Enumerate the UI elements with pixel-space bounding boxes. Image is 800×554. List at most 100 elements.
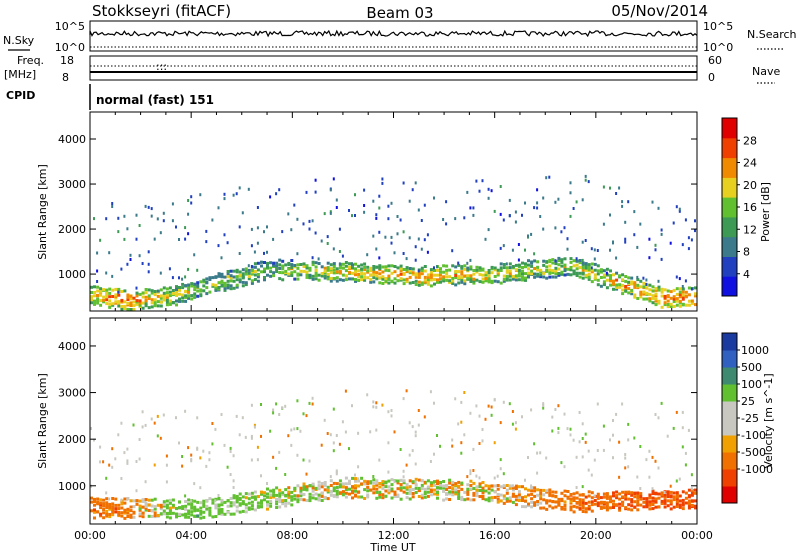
echo-cell [144,291,148,295]
echo-cell [308,496,312,499]
echo-cell [533,275,537,279]
echo-cell [317,496,321,500]
echo-cell [99,501,103,505]
echo-cell [493,266,497,270]
echo-cell [690,238,693,242]
echo-cell [399,488,403,492]
echo-cell [666,299,670,303]
echo-cell [138,254,141,258]
echo-cell [517,499,521,502]
echo-cell [384,277,388,281]
echo-cell [111,205,114,208]
echo-cell [165,298,169,302]
echo-cell [663,288,667,292]
echo-cell [202,278,206,282]
echo-cell [433,492,436,496]
echo-cell [287,212,290,216]
echo-cell [636,491,640,495]
echo-cell [690,491,694,495]
echo-cell [678,287,682,291]
echo-cell [521,275,524,279]
echo-cell [260,264,263,268]
echo-cell [278,188,281,192]
echo-cell [311,402,314,406]
echo-cell [171,505,175,509]
echo-cell [639,295,643,299]
echo-cell [202,284,206,288]
echo-cell [351,476,354,480]
echo-cell [439,483,442,487]
echo-cell [648,283,652,287]
echo-cell [159,505,163,509]
echo-cell [266,487,269,491]
echo-cell [299,497,303,501]
echo-cell [566,272,570,276]
echo-cell [590,500,594,504]
echo-cell [496,487,500,491]
echo-cell [587,506,591,510]
echo-cell [584,273,588,277]
echo-cell [657,288,661,292]
echo-cell [141,410,144,414]
echo-cell [621,490,625,494]
echo-cell [402,282,406,286]
echo-cell [187,290,191,294]
echo-cell [244,492,248,496]
echo-cell [454,273,458,277]
echo-cell [630,276,634,280]
echo-cell [493,484,497,488]
echo-cell [624,220,627,224]
echo-cell [229,473,232,476]
echo-cell [278,494,282,498]
echo-cell [439,444,441,448]
echo-cell [548,175,551,179]
echo-cell [348,277,351,281]
echo-cell [521,269,524,273]
echo-cell [332,481,336,485]
echo-cell [153,511,157,515]
echo-cell [645,502,649,506]
echo-cell [396,479,400,483]
echo-cell [384,489,388,493]
echo-cell [624,237,627,241]
echo-cell [196,289,200,293]
echo-cell [275,192,278,196]
echo-cell [487,499,491,503]
echo-cell [317,493,321,497]
echo-cell [284,493,288,497]
echo-cell [651,200,654,204]
echo-cell [117,216,120,220]
echo-cell [223,192,226,196]
echo-cell [417,409,420,412]
echo-cell [596,264,600,268]
echo-cell [150,207,153,211]
echo-cell [678,304,682,308]
echo-cell [417,478,421,482]
echo-cell [439,267,442,271]
echo-cell [302,262,306,266]
echo-cell [208,458,211,462]
echo-cell [278,271,282,274]
echo-cell [420,281,424,285]
echo-cell [530,500,534,504]
echo-cell [639,492,643,496]
echo-cell [293,497,297,501]
echo-cell [302,269,306,273]
echo-cell [323,269,327,273]
echo-cell [502,486,506,489]
power-colorbar-tick-label: 16 [743,201,757,214]
echo-cell [657,496,661,500]
echo-cell [584,495,588,499]
echo-cell [642,281,646,285]
echo-cell [484,279,488,283]
echo-cell [247,268,251,272]
echo-cell [171,498,175,502]
echo-cell [165,515,169,519]
echo-cell [542,259,546,263]
echo-cell [290,428,293,432]
echo-cell [429,460,432,463]
echo-cell [369,480,373,484]
echo-cell [287,486,291,490]
echo-cell [436,488,439,491]
echo-cell [408,479,412,483]
